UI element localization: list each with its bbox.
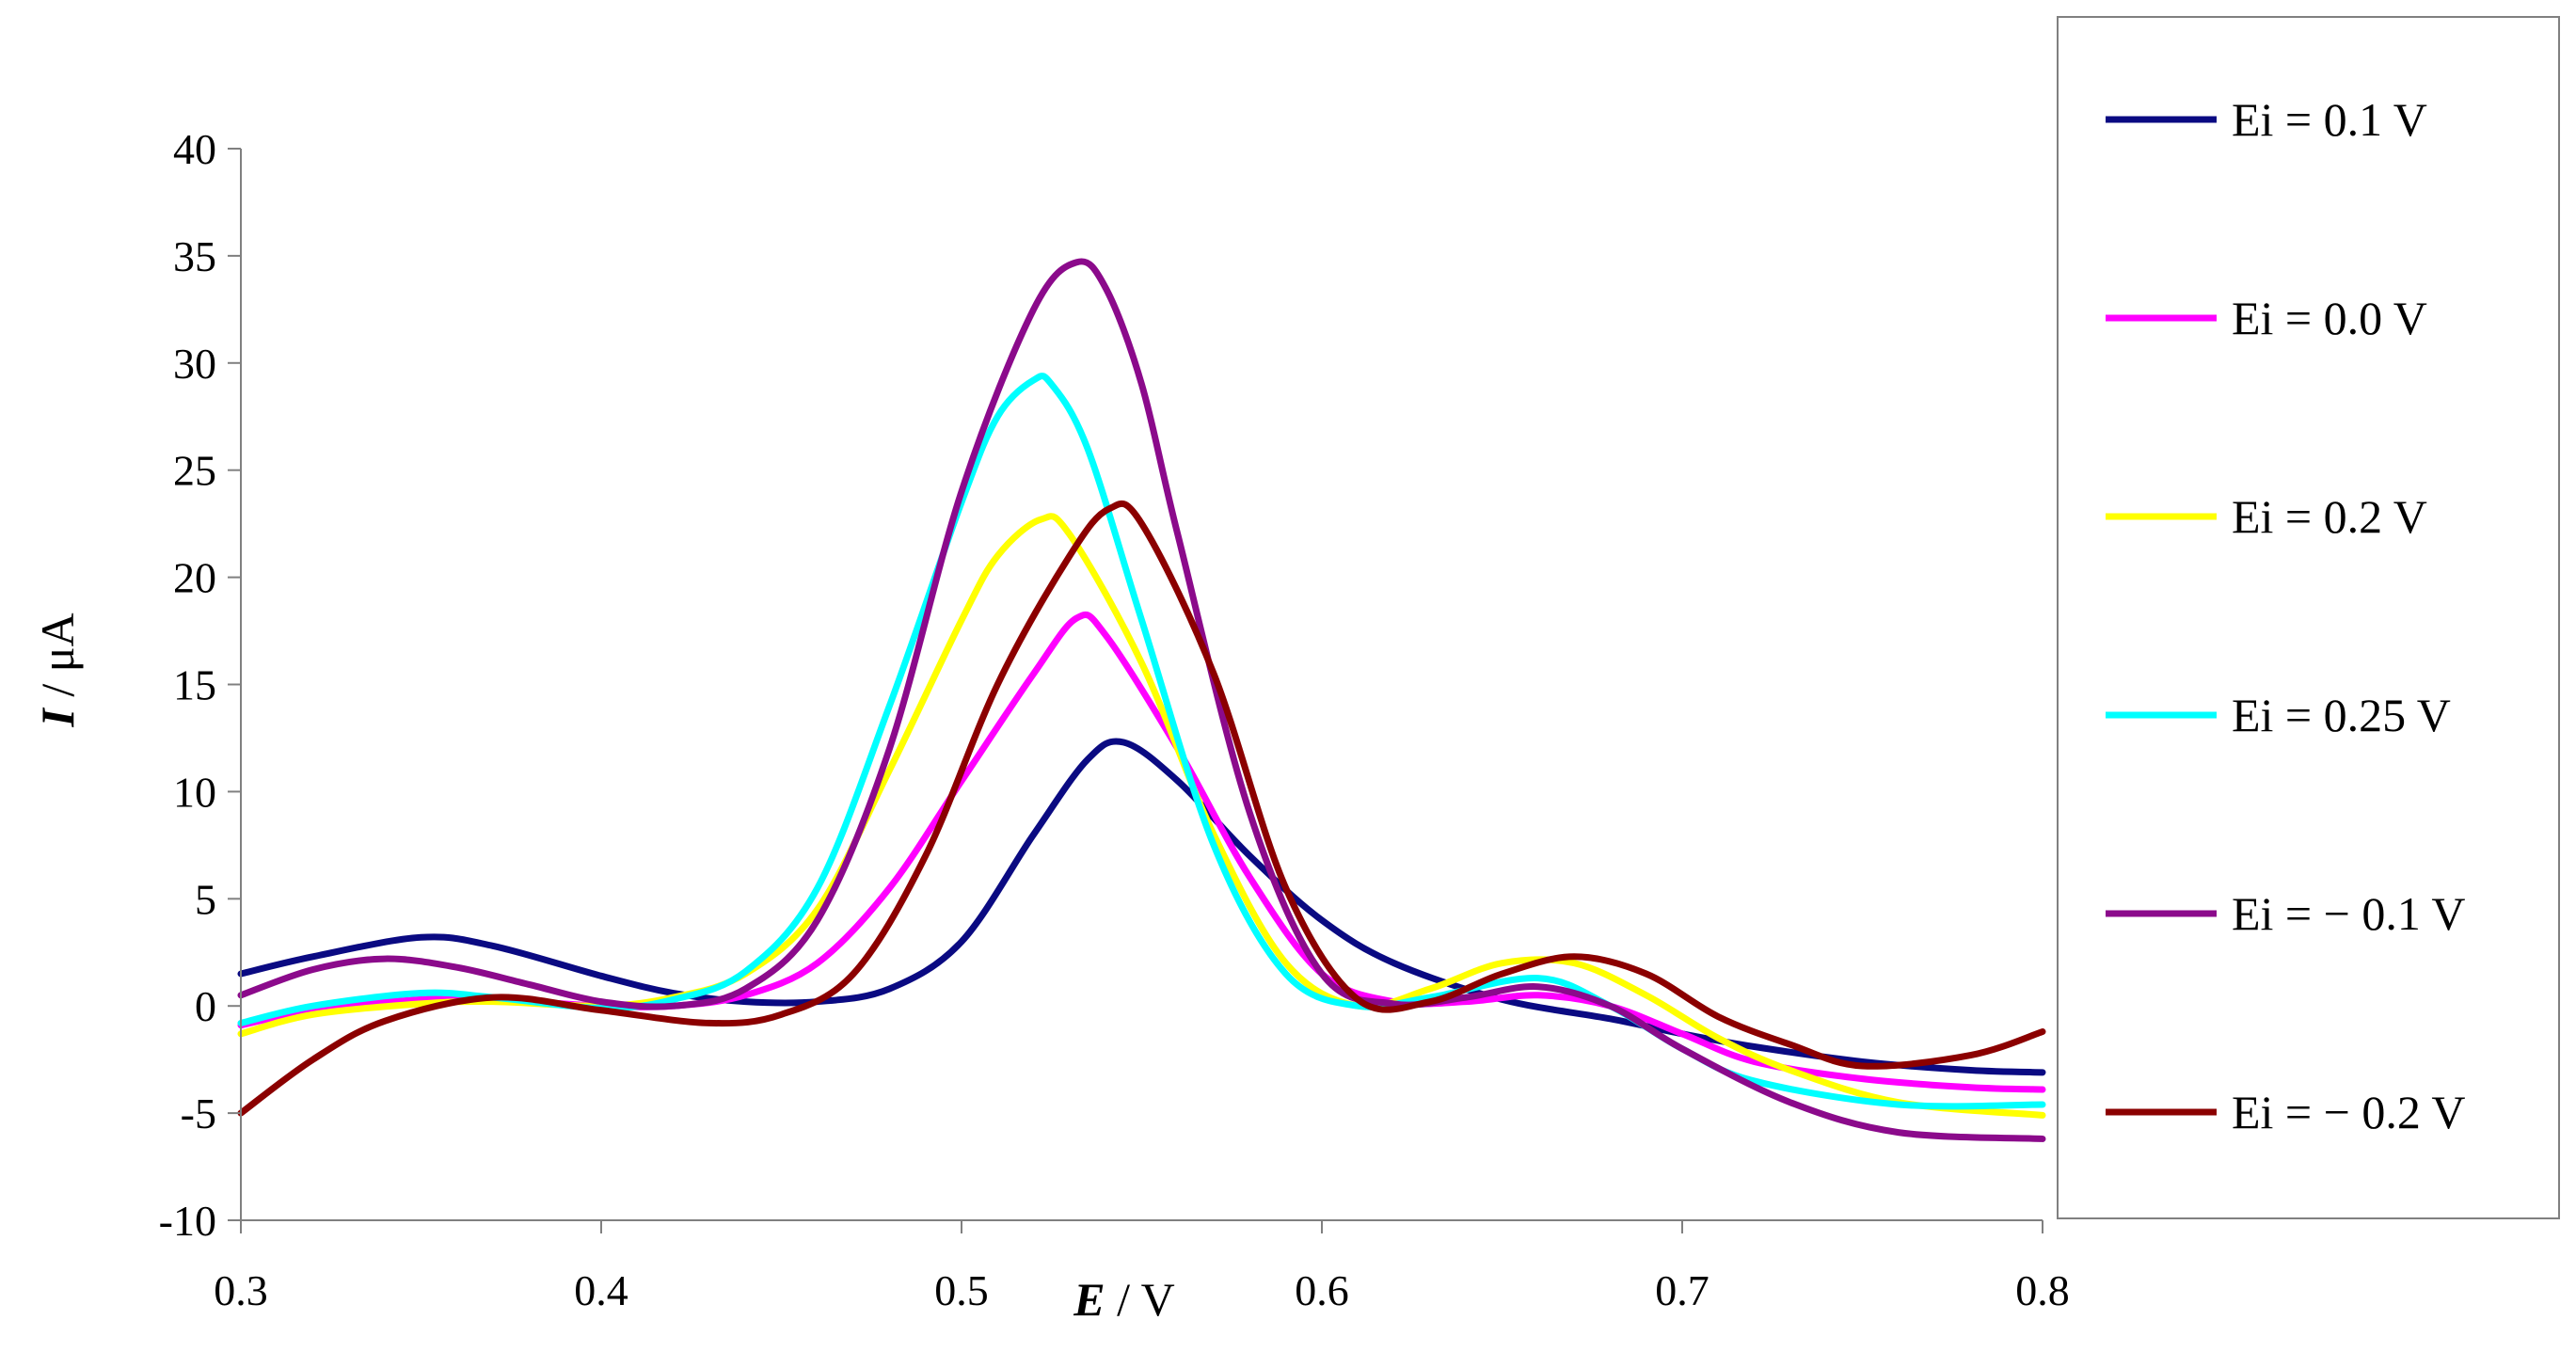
legend-items: Ei = 0.1 V Ei = 0.0 V Ei = 0.2 V Ei = 0.25 … [2106,93,2466,1138]
y-tick-label: 40 [173,125,216,173]
y-axis-title-symbol: I [31,708,84,728]
legend-label-5: Ei = − 0.1 V [2232,887,2466,940]
y-tick-label: 0 [195,982,216,1030]
y-axis-title: I / μA [31,612,84,727]
plot-lines [237,258,2046,1142]
y-tick-label: -10 [159,1197,216,1245]
x-axis-title: E / V [1073,1273,1174,1326]
y-tick-label: -5 [181,1090,216,1137]
x-tick-label: 0.8 [2015,1266,2070,1314]
y-axis-ticks: -10 -5 0 5 10 15 20 25 30 35 40 [159,125,241,1245]
legend-label-4: Ei = 0.25 V [2232,689,2451,741]
legend-label-6: Ei = − 0.2 V [2232,1086,2466,1138]
legend-label-3: Ei = 0.2 V [2232,490,2427,543]
series-line-5 [237,258,2046,1142]
x-tick-label: 0.6 [1295,1266,1349,1314]
x-tick-label: 0.7 [1655,1266,1709,1314]
x-tick-label: 0.3 [214,1266,268,1314]
y-tick-label: 35 [173,232,216,280]
y-tick-label: 5 [195,875,216,923]
series-line-6 [237,501,2046,1117]
x-axis-title-unit: / V [1105,1273,1175,1326]
legend-label-2: Ei = 0.0 V [2232,292,2427,344]
x-axis-ticks: 0.3 0.4 0.5 0.6 0.7 0.8 [214,1220,2070,1314]
y-tick-label: 25 [173,447,216,495]
y-tick-label: 15 [173,661,216,709]
legend [2057,16,2560,1219]
legend-label-1: Ei = 0.1 V [2232,93,2427,146]
x-axis-title-symbol: E [1073,1273,1105,1326]
y-tick-label: 30 [173,340,216,388]
y-tick-label: 20 [173,554,216,602]
x-tick-label: 0.5 [934,1266,989,1314]
y-axis-title-unit: / μA [31,612,84,708]
x-tick-label: 0.4 [574,1266,628,1314]
y-tick-label: 10 [173,768,216,816]
